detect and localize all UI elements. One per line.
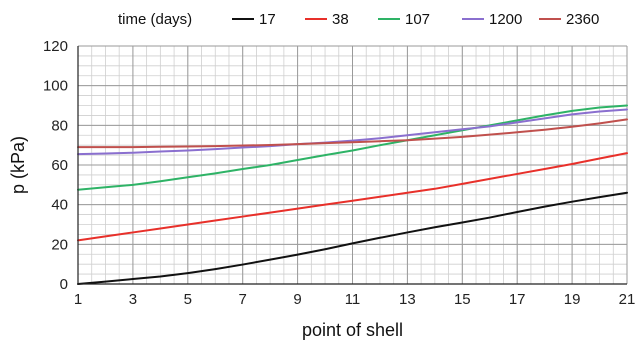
x-tick-label: 7 (239, 291, 247, 308)
series-line-17 (77, 191, 628, 285)
series-line-1200 (77, 108, 628, 156)
legend-label-17: 17 (259, 11, 276, 28)
series-line-38 (77, 152, 628, 242)
x-axis-title: point of shell (302, 320, 403, 340)
x-tick-label: 19 (564, 291, 581, 308)
legend-label-107: 107 (405, 11, 430, 28)
y-tick-label: 100 (43, 78, 68, 95)
legend-title: time (days) (118, 11, 192, 28)
legend: time (days) 17 38 107 1200 2360 (118, 11, 599, 28)
x-tick-label: 3 (129, 291, 137, 308)
legend-label-1200: 1200 (489, 11, 522, 28)
x-tick-labels: 1 3 5 7 9 11 13 15 17 19 21 (74, 291, 636, 308)
legend-label-2360: 2360 (566, 11, 599, 28)
major-gridlines (77, 45, 628, 285)
y-tick-label: 80 (51, 117, 68, 134)
y-tick-labels: 0 20 40 60 80 100 120 (43, 38, 68, 293)
legend-label-38: 38 (332, 11, 349, 28)
y-tick-label: 60 (51, 157, 68, 174)
x-tick-label: 17 (509, 291, 526, 308)
x-tick-label: 15 (454, 291, 471, 308)
y-tick-label: 0 (60, 276, 68, 293)
y-tick-label: 120 (43, 38, 68, 55)
y-axis-title: p (kPa) (8, 136, 28, 194)
x-tick-label: 9 (293, 291, 301, 308)
y-tick-label: 40 (51, 197, 68, 214)
series-lines (77, 104, 628, 285)
axes (77, 46, 627, 285)
series-line-2360 (77, 118, 628, 149)
x-tick-label: 1 (74, 291, 82, 308)
x-tick-label: 11 (345, 291, 361, 308)
x-tick-label: 21 (619, 291, 636, 308)
x-tick-label: 5 (184, 291, 192, 308)
x-tick-label: 13 (399, 291, 416, 308)
series-line-107 (77, 104, 628, 191)
y-tick-label: 20 (51, 236, 68, 253)
